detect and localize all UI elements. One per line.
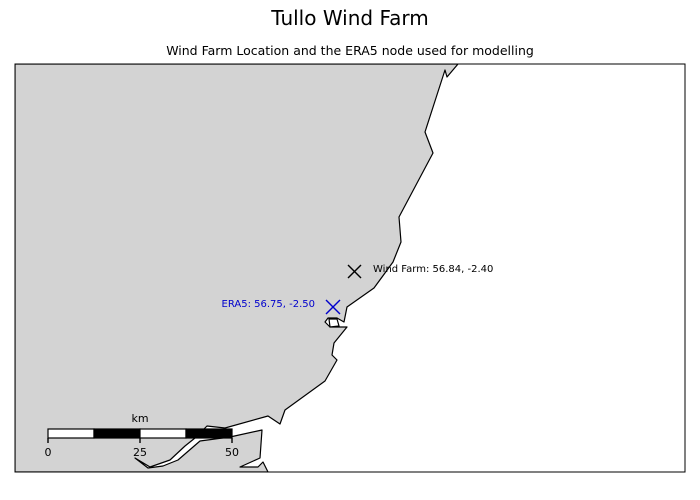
scale-bar-tick-50: 50 <box>225 446 239 459</box>
wind-farm-label: Wind Farm: 56.84, -2.40 <box>373 264 493 275</box>
land-mass <box>15 64 459 472</box>
scale-bar-tick-0: 0 <box>45 446 52 459</box>
map-subtitle: Wind Farm Location and the ERA5 node use… <box>166 43 534 58</box>
scale-bar-unit: km <box>131 412 148 425</box>
map-title: Tullo Wind Farm <box>271 6 429 30</box>
map-frame <box>14 63 686 473</box>
era5-node-marker <box>325 299 341 315</box>
islet <box>328 318 340 328</box>
scale-bar: km 0 25 50 <box>45 412 240 459</box>
scale-bar-tick-25: 25 <box>133 446 147 459</box>
era5-node-label: ERA5: 56.75, -2.50 <box>222 299 315 310</box>
wind-farm-marker <box>347 264 362 279</box>
